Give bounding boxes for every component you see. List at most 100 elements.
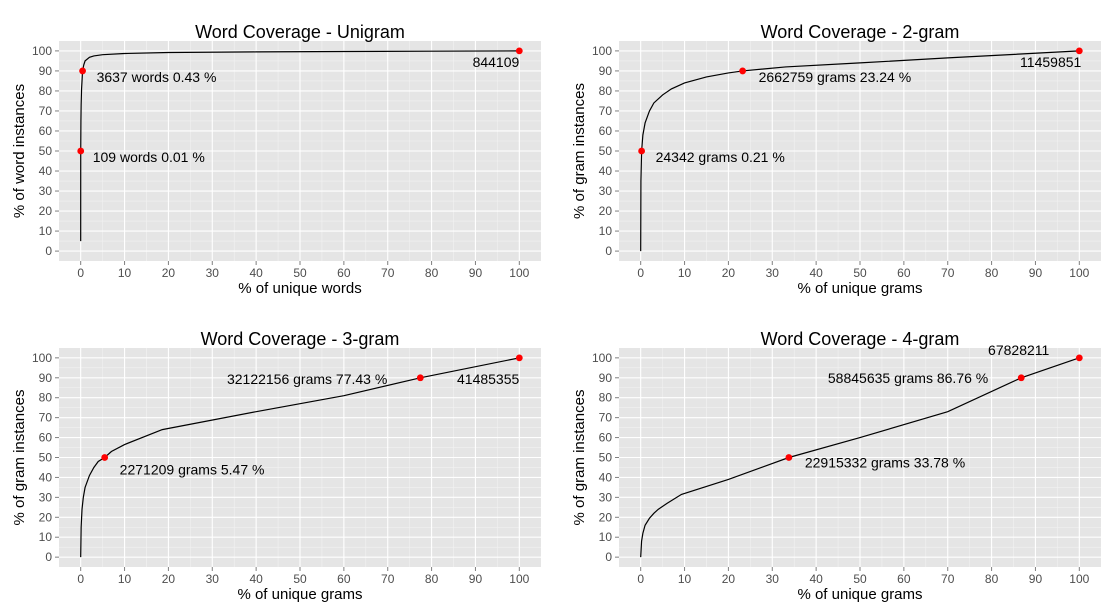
chart-panel-3: 0 10 20 30 40 50 60 70 80 90 100 0 10 20 30 40 50 60 70 80 9… <box>11 329 541 603</box>
chart-title: Word Coverage - Unigram <box>195 22 405 42</box>
x-tick-label: 50 <box>293 266 307 280</box>
x-tick-label: 10 <box>678 266 692 280</box>
y-tick-label: 40 <box>39 470 53 484</box>
point-annotation: 67828211 <box>988 342 1049 358</box>
y-tick-label: 100 <box>592 44 612 58</box>
point-annotation: 24342 grams 0.21 % <box>656 149 785 165</box>
x-tick-label: 100 <box>509 266 529 280</box>
point-annotation: 41485355 <box>457 371 520 387</box>
x-tick-label: 30 <box>766 572 780 586</box>
coverage-curve <box>640 357 1080 558</box>
highlight-point <box>1017 374 1025 382</box>
y-tick-label: 100 <box>32 351 52 365</box>
y-tick-label: 50 <box>39 144 53 158</box>
y-tick-label: 10 <box>599 530 613 544</box>
highlight-point <box>416 374 424 382</box>
y-tick-label: 30 <box>599 184 613 198</box>
x-axis-label: % of unique words <box>238 280 361 297</box>
point-annotation: 2271209 grams 5.47 % <box>120 462 265 478</box>
x-tick-label: 0 <box>637 572 644 586</box>
x-tick-label: 40 <box>249 572 263 586</box>
y-tick-label: 100 <box>592 351 612 365</box>
x-tick-label: 20 <box>722 572 736 586</box>
y-tick-label: 0 <box>45 550 52 564</box>
y-tick-label: 30 <box>599 490 613 504</box>
x-tick-label: 90 <box>469 572 483 586</box>
point-annotation: 109 words 0.01 % <box>93 149 205 165</box>
point-annotation: 22915332 grams 33.78 % <box>805 455 965 471</box>
point-annotation: 32122156 grams 77.43 % <box>227 371 387 387</box>
y-tick-label: 90 <box>39 64 53 78</box>
x-tick-label: 30 <box>766 266 780 280</box>
y-tick-label: 0 <box>605 550 612 564</box>
x-tick-label: 70 <box>381 266 395 280</box>
x-tick-label: 60 <box>337 572 351 586</box>
y-tick-label: 90 <box>599 371 613 385</box>
x-tick-label: 40 <box>249 266 263 280</box>
chart-title: Word Coverage - 4-gram <box>761 329 960 349</box>
x-tick-label: 90 <box>1029 572 1043 586</box>
x-tick-label: 70 <box>381 572 395 586</box>
y-tick-label: 50 <box>39 451 53 465</box>
highlight-point <box>1075 47 1083 55</box>
x-tick-label: 80 <box>425 572 439 586</box>
x-tick-label: 70 <box>941 266 955 280</box>
x-tick-label: 10 <box>678 572 692 586</box>
y-tick-label: 30 <box>39 490 53 504</box>
chart-panel-2: 0 10 20 30 40 50 60 70 80 90 100 0 10 20 30 40 50 60 70 80 9… <box>571 22 1101 297</box>
y-tick-label: 70 <box>39 411 53 425</box>
x-tick-label: 50 <box>293 572 307 586</box>
y-tick-label: 70 <box>599 104 613 118</box>
y-tick-label: 60 <box>599 431 613 445</box>
x-tick-label: 80 <box>425 266 439 280</box>
y-tick-label: 70 <box>599 411 613 425</box>
y-tick-label: 50 <box>599 451 613 465</box>
highlight-point <box>515 47 523 55</box>
y-tick-label: 30 <box>39 184 53 198</box>
y-tick-label: 40 <box>599 470 613 484</box>
x-tick-label: 70 <box>941 572 955 586</box>
x-tick-label: 100 <box>1069 572 1089 586</box>
coverage-curve <box>640 50 1080 252</box>
y-axis-label: % of gram instances <box>571 390 588 526</box>
x-tick-label: 0 <box>637 266 644 280</box>
y-axis-label: % of word instances <box>11 84 28 218</box>
highlight-point <box>77 147 85 155</box>
x-axis-label: % of unique grams <box>237 586 362 603</box>
y-tick-label: 20 <box>39 204 53 218</box>
coverage-curve <box>80 357 520 558</box>
x-tick-label: 40 <box>809 266 823 280</box>
x-tick-label: 50 <box>853 266 867 280</box>
y-tick-label: 60 <box>599 124 613 138</box>
y-tick-label: 70 <box>39 104 53 118</box>
y-tick-label: 60 <box>39 431 53 445</box>
y-tick-label: 0 <box>605 244 612 258</box>
y-tick-label: 80 <box>39 391 53 405</box>
x-tick-label: 20 <box>162 572 176 586</box>
chart-panel-4: 0 10 20 30 40 50 60 70 80 90 100 0 10 20 30 40 50 60 70 80 9… <box>571 329 1101 603</box>
x-tick-label: 40 <box>809 572 823 586</box>
highlight-point <box>79 67 86 75</box>
x-tick-label: 50 <box>853 572 867 586</box>
x-tick-label: 80 <box>985 266 999 280</box>
highlight-point <box>1075 354 1083 362</box>
highlight-point <box>515 354 523 362</box>
point-annotation: 58845635 grams 86.76 % <box>828 370 988 386</box>
x-tick-label: 10 <box>118 572 132 586</box>
x-tick-label: 20 <box>162 266 176 280</box>
y-tick-label: 90 <box>599 64 613 78</box>
x-tick-label: 80 <box>985 572 999 586</box>
x-tick-label: 30 <box>206 572 220 586</box>
x-axis-label: % of unique grams <box>797 586 922 603</box>
highlight-point <box>785 454 793 461</box>
y-tick-label: 60 <box>39 124 53 138</box>
y-tick-label: 100 <box>32 44 52 58</box>
x-tick-label: 100 <box>509 572 529 586</box>
y-tick-label: 40 <box>39 164 53 178</box>
x-tick-label: 60 <box>337 266 351 280</box>
x-tick-label: 30 <box>206 266 220 280</box>
x-tick-label: 20 <box>722 266 736 280</box>
y-tick-label: 80 <box>599 391 613 405</box>
highlight-point <box>638 147 646 155</box>
chart-title: Word Coverage - 3-gram <box>201 329 400 349</box>
